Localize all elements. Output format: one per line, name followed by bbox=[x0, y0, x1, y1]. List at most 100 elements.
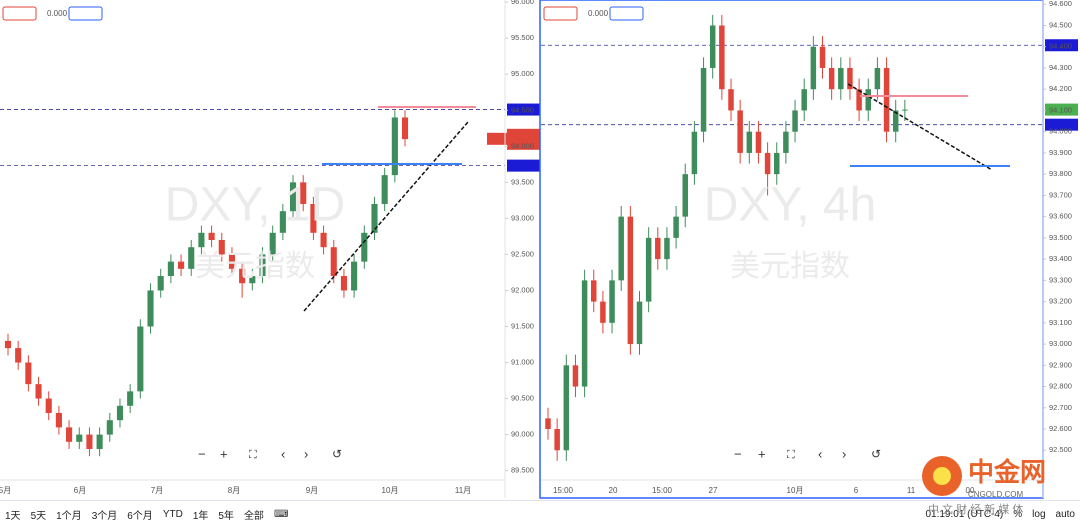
x-tick-label: 5月 bbox=[0, 486, 11, 495]
y-tick-label: 93.700 bbox=[1049, 190, 1072, 199]
y-tick-label: 93.800 bbox=[1049, 169, 1072, 178]
period-button[interactable]: 1年 bbox=[192, 510, 209, 522]
legend-value: 0.000 bbox=[588, 9, 609, 18]
last-price-box bbox=[1045, 103, 1078, 116]
price-level-box bbox=[507, 103, 540, 116]
y-tick-label: 90.500 bbox=[511, 394, 534, 403]
logo-domain: CNGOLD.COM bbox=[968, 490, 1023, 499]
y-tick-label: 95.500 bbox=[511, 33, 534, 42]
y-tick-label: 92.500 bbox=[511, 249, 534, 258]
y-tick-label: 89.500 bbox=[511, 466, 534, 475]
scroll-right[interactable]: › bbox=[304, 446, 308, 461]
y-tick-label: 92.600 bbox=[1049, 424, 1072, 433]
legend-box bbox=[68, 6, 103, 21]
logo-name: 中金网 bbox=[968, 457, 1046, 487]
zoom-out[interactable]: − bbox=[734, 446, 742, 461]
x-tick-label: 7月 bbox=[151, 486, 163, 495]
scroll-right[interactable]: › bbox=[842, 446, 846, 461]
x-tick-label: 6 bbox=[854, 486, 859, 495]
period-button[interactable]: 全部 bbox=[243, 510, 264, 522]
logo-mark bbox=[933, 467, 951, 485]
period-button[interactable]: 5天 bbox=[30, 510, 47, 522]
x-tick-label: 11月 bbox=[455, 486, 471, 495]
axis-option[interactable]: auto bbox=[1055, 508, 1075, 520]
y-tick-label: 94.400 bbox=[1049, 42, 1072, 51]
watermark-title: DXY, 1D bbox=[165, 179, 346, 232]
scroll-left[interactable]: ‹ bbox=[281, 446, 285, 461]
bottom-toolbar: 1天 5天 1个月 3个月 6个月 YTD 1年 5年 全部 ⌨ 01:19:01 (UTC-4)%… bbox=[0, 500, 1080, 527]
charts: 94.1040.00094.10494.10494.03394.40700116… bbox=[0, 0, 1078, 499]
price-level-box bbox=[507, 159, 540, 172]
zoom-in[interactable]: + bbox=[758, 446, 766, 461]
zoom-in[interactable]: + bbox=[220, 446, 228, 461]
x-tick-label: 11 bbox=[907, 486, 916, 495]
y-tick-label: 93.300 bbox=[1049, 275, 1072, 284]
symbol-tag bbox=[487, 132, 507, 145]
clock: 01:19:01 (UTC-4) bbox=[925, 508, 1004, 520]
reset[interactable]: ↺ bbox=[332, 447, 342, 461]
y-tick-label: 93.000 bbox=[1049, 339, 1072, 348]
zoom-out[interactable]: − bbox=[198, 446, 206, 461]
y-tick-label: 93.200 bbox=[1049, 297, 1072, 306]
logo-slogan: 中 文 财 经 新 媒 体 bbox=[928, 502, 1023, 516]
period-button[interactable]: YTD bbox=[162, 508, 183, 520]
price-level-box bbox=[1045, 39, 1078, 52]
y-tick-label: 92.500 bbox=[1049, 445, 1072, 454]
axis-option[interactable]: log bbox=[1032, 508, 1046, 520]
y-tick-label: 92.000 bbox=[511, 285, 534, 294]
y-tick-label: 93.500 bbox=[511, 177, 534, 186]
y-tick-label: 94.500 bbox=[511, 105, 534, 114]
period-button[interactable]: 5年 bbox=[218, 510, 234, 522]
watermark-subtitle: 美元指数 bbox=[195, 250, 315, 283]
x-tick-label: 6月 bbox=[74, 486, 86, 495]
legend-box bbox=[609, 6, 644, 21]
last-price-box bbox=[507, 128, 540, 150]
x-tick-label: 15:00 bbox=[553, 486, 574, 495]
x-tick-label: 20 bbox=[609, 486, 618, 495]
watermark-title: DXY, 4h bbox=[704, 179, 877, 232]
y-tick-label: 93.000 bbox=[511, 213, 534, 222]
y-tick-label: 91.500 bbox=[511, 321, 534, 330]
fullscreen[interactable]: ⛶ bbox=[249, 449, 257, 461]
x-tick-label: 15:00 bbox=[652, 486, 673, 495]
legend-box bbox=[543, 6, 578, 21]
period-button[interactable]: 3个月 bbox=[91, 510, 118, 522]
y-tick-label: 91.000 bbox=[511, 358, 534, 367]
y-tick-label: 94.100 bbox=[1049, 105, 1072, 114]
y-tick-label: 93.400 bbox=[1049, 254, 1072, 263]
x-tick-label: 00 bbox=[966, 486, 975, 495]
y-tick-label: 94.500 bbox=[1049, 20, 1072, 29]
y-tick-label: 92.700 bbox=[1049, 403, 1072, 412]
x-tick-label: 10月 bbox=[382, 486, 399, 495]
y-tick-label: 93.600 bbox=[1049, 212, 1072, 221]
axis-option[interactable]: % bbox=[1013, 508, 1023, 520]
y-tick-label: 93.100 bbox=[1049, 318, 1072, 327]
y-tick-label: 94.000 bbox=[511, 141, 534, 150]
y-tick-label: 94.200 bbox=[1049, 84, 1072, 93]
x-tick-label: 10月 bbox=[787, 486, 804, 495]
fullscreen[interactable]: ⛶ bbox=[787, 449, 795, 461]
date-range-icon[interactable]: ⌨ bbox=[273, 508, 289, 520]
y-tick-label: 90.000 bbox=[511, 430, 534, 439]
legend-box bbox=[2, 6, 37, 21]
y-tick-label: 95.000 bbox=[511, 69, 534, 78]
x-tick-label: 27 bbox=[709, 486, 718, 495]
period-button[interactable]: 6个月 bbox=[127, 510, 153, 522]
scroll-left[interactable]: ‹ bbox=[818, 446, 822, 461]
nav-controls: − + ⛶ ‹ › ↺ − + ⛶ ‹ › ↺ bbox=[198, 446, 881, 461]
reset[interactable]: ↺ bbox=[871, 447, 881, 461]
period-button[interactable]: 1天 bbox=[5, 510, 21, 522]
y-tick-label: 94.300 bbox=[1049, 63, 1072, 72]
y-tick-label: 94.600 bbox=[1049, 0, 1072, 8]
y-tick-label: 94.000 bbox=[1049, 127, 1072, 136]
period-button[interactable]: 1个月 bbox=[56, 510, 82, 522]
x-tick-label: 9月 bbox=[306, 486, 318, 495]
y-tick-label: 92.900 bbox=[1049, 360, 1072, 369]
legend-value: 0.000 bbox=[47, 9, 68, 18]
logo: 中金网 CNGOLD.COM 中 文 财 经 新 媒 体 bbox=[922, 456, 1046, 516]
y-tick-label: 93.500 bbox=[1049, 233, 1072, 242]
watermark-subtitle: 美元指数 bbox=[730, 250, 850, 283]
y-tick-label: 92.800 bbox=[1049, 382, 1072, 391]
x-tick-label: 8月 bbox=[228, 486, 240, 495]
